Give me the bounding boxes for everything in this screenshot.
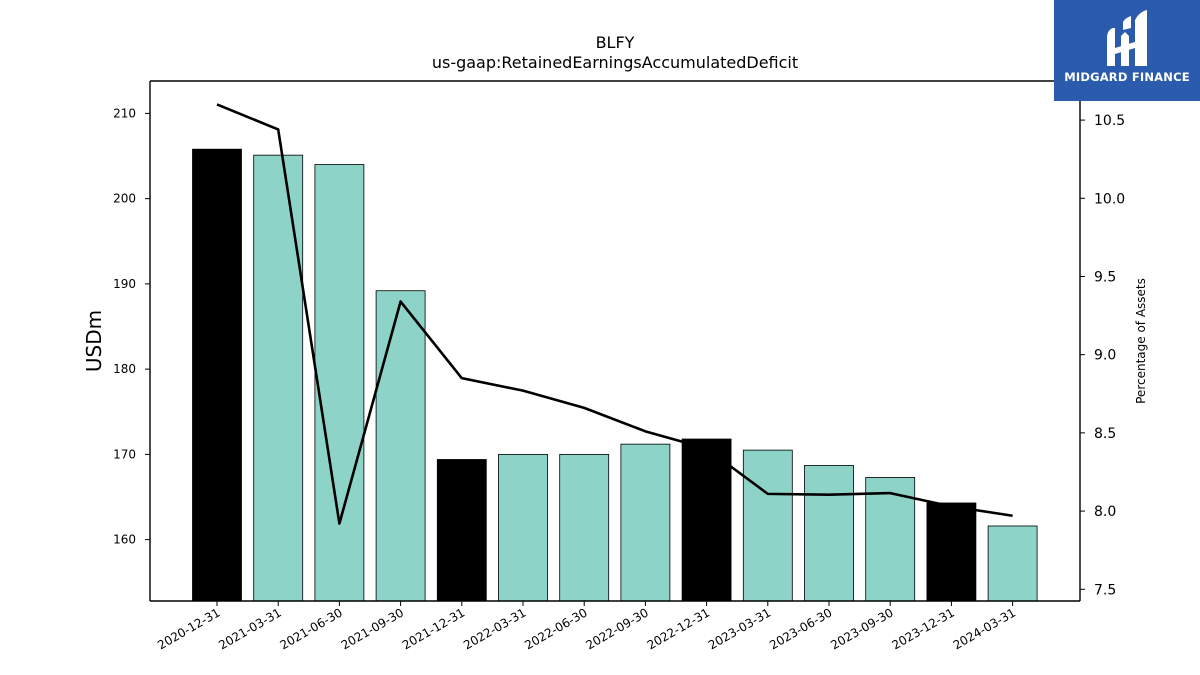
bar-2023-03-31 bbox=[742, 449, 793, 602]
x-tick-label: 2021-06-30 bbox=[277, 605, 344, 652]
x-tick-label: 2022-03-31 bbox=[461, 605, 528, 652]
y2-tick-label: 8.5 bbox=[1094, 426, 1116, 442]
y2-tick-label: 9.5 bbox=[1094, 269, 1116, 285]
bar-2022-12-31 bbox=[681, 438, 732, 602]
y2-tick-label: 10.5 bbox=[1094, 113, 1125, 129]
y-tick-label: 210 bbox=[113, 106, 136, 120]
chart-title: BLFY bbox=[596, 33, 635, 52]
bar-2022-06-30 bbox=[559, 453, 610, 602]
bar-2021-03-31 bbox=[253, 154, 304, 602]
x-tick-label: 2022-12-31 bbox=[645, 605, 712, 652]
y2-tick-label: 8.0 bbox=[1094, 504, 1116, 520]
y-tick-label: 180 bbox=[113, 362, 136, 376]
x-tick-label: 2021-03-31 bbox=[216, 605, 283, 652]
x-tick-label: 2020-12-31 bbox=[155, 605, 222, 652]
x-tick-label: 2021-12-31 bbox=[400, 605, 467, 652]
y-tick-label: 200 bbox=[113, 192, 136, 206]
x-tick-label: 2023-12-31 bbox=[889, 605, 956, 652]
logo-mark-icon bbox=[1107, 10, 1147, 66]
bar-2023-06-30 bbox=[804, 465, 854, 602]
bar-2020-12-31 bbox=[192, 148, 242, 602]
y-axis-label: USDm bbox=[82, 310, 106, 372]
bar-2023-12-31 bbox=[926, 502, 977, 602]
bar-series bbox=[192, 148, 1038, 602]
logo-text: MIDGARD FINANCE bbox=[1064, 70, 1190, 84]
y2-tick-label: 10.0 bbox=[1094, 191, 1125, 207]
x-tick-label: 2023-09-30 bbox=[828, 605, 895, 652]
x-tick-label: 2022-09-30 bbox=[583, 605, 650, 652]
x-tick-label: 2024-03-31 bbox=[951, 605, 1018, 652]
y2-tick-label: 7.5 bbox=[1094, 582, 1116, 598]
bar-2024-03-31 bbox=[987, 525, 1038, 602]
y2-tick-label: 9.0 bbox=[1094, 348, 1116, 364]
line-series bbox=[216, 103, 1013, 525]
bar-2021-06-30 bbox=[314, 164, 365, 602]
bar-2022-03-31 bbox=[498, 453, 548, 602]
y2-axis-label: Percentage of Assets bbox=[1134, 278, 1148, 404]
chart-subtitle: us-gaap:RetainedEarningsAccumulatedDefic… bbox=[432, 53, 798, 72]
bar-2021-09-30 bbox=[375, 290, 426, 602]
x-tick-label: 2022-06-30 bbox=[522, 605, 589, 652]
x-tick-label: 2021-09-30 bbox=[339, 605, 406, 652]
y-tick-label: 170 bbox=[113, 447, 136, 461]
midgard-finance-logo: MIDGARD FINANCE bbox=[1054, 0, 1200, 101]
x-tick-label: 2023-03-31 bbox=[706, 605, 773, 652]
percentage-line bbox=[216, 103, 1013, 525]
y-tick-label: 190 bbox=[113, 277, 136, 291]
bar-2022-09-30 bbox=[620, 443, 671, 602]
bar-2021-12-31 bbox=[436, 459, 487, 602]
x-tick-label: 2023-06-30 bbox=[767, 605, 834, 652]
bar-2023-09-30 bbox=[865, 476, 916, 602]
y-tick-label: 160 bbox=[113, 533, 136, 547]
